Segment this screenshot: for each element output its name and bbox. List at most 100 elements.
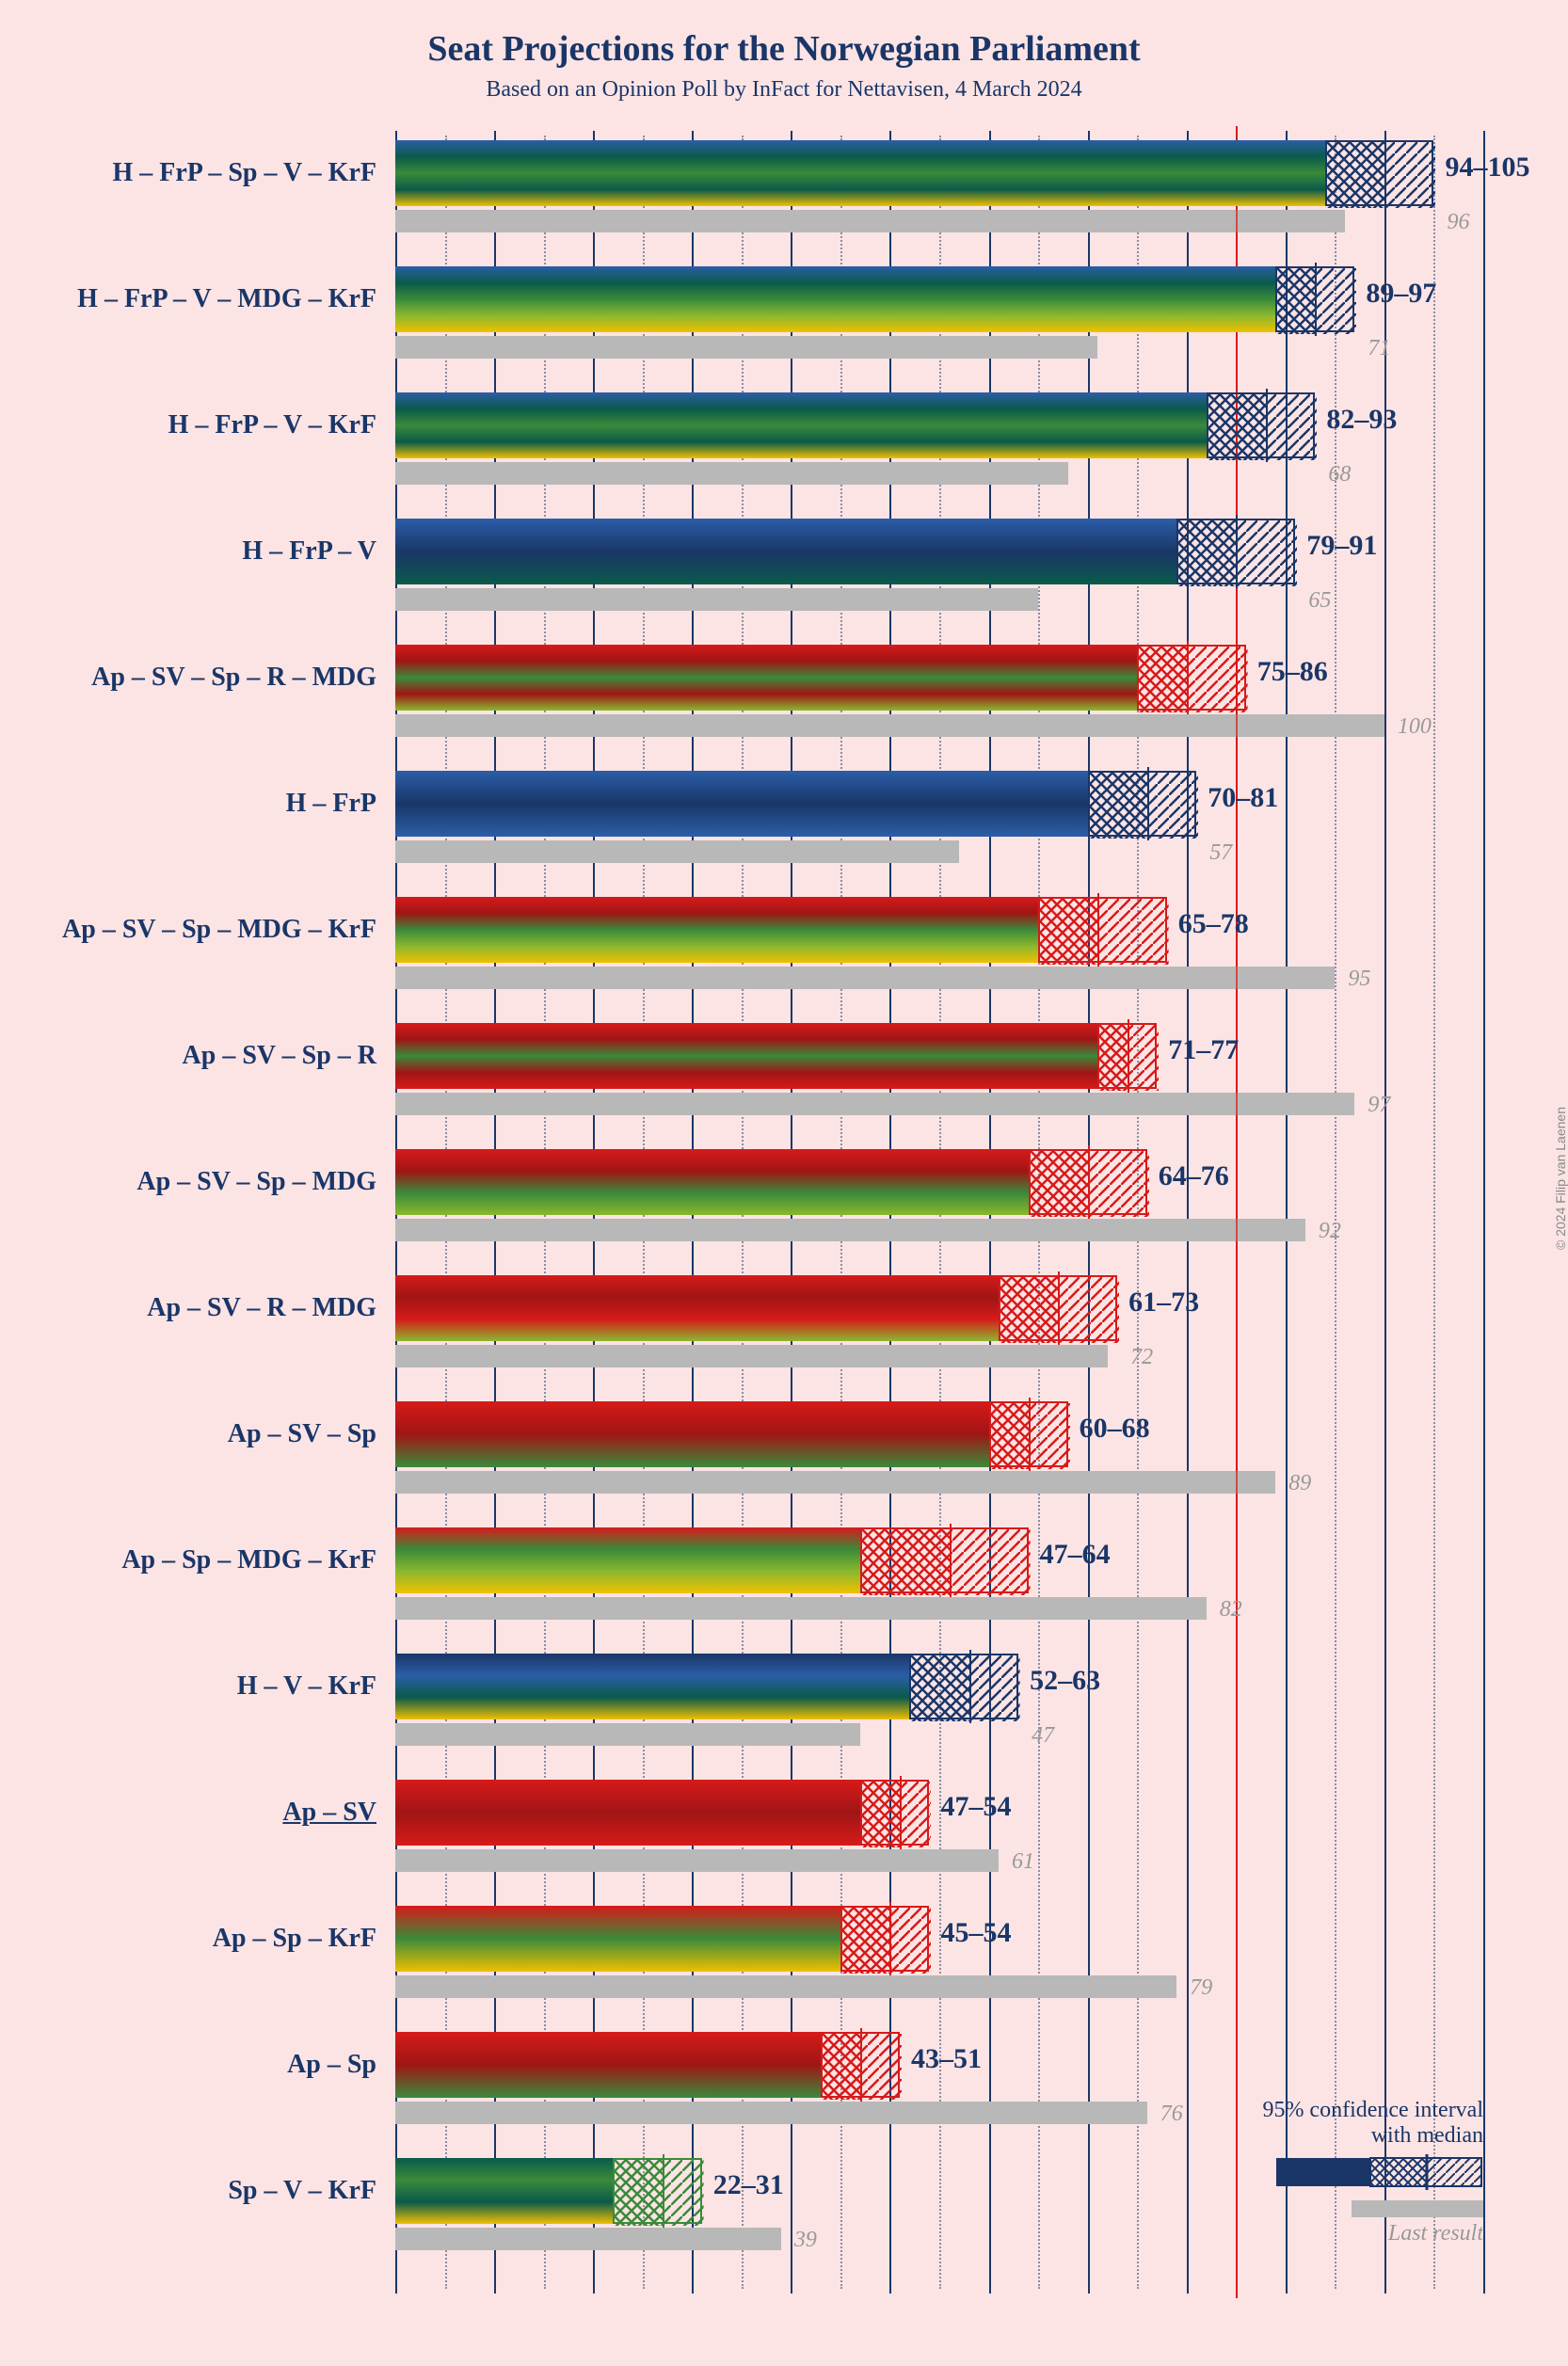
coalition-label: H – FrP – V: [242, 519, 376, 584]
coalition-label: H – FrP – V – KrF: [168, 392, 376, 458]
last-result-bar: [395, 462, 1068, 485]
confidence-interval: [1325, 140, 1434, 206]
last-result-bar: [395, 1723, 860, 1746]
coalition-row: H – FrP – V79–9165: [395, 519, 1483, 622]
last-result-bar: [395, 588, 1038, 611]
projection-bar: [395, 1149, 1029, 1215]
projection-bar: [395, 2032, 821, 2098]
median-tick: [1128, 1019, 1129, 1093]
last-result-value: 95: [1348, 967, 1370, 992]
coalition-row: Ap – SV – Sp – MDG64–7692: [395, 1149, 1483, 1253]
last-majority-tick: [1236, 1089, 1238, 1119]
last-result-bar: [395, 1345, 1108, 1367]
chart-area: H – FrP – Sp – V – KrF94–10596H – FrP – …: [395, 140, 1483, 2284]
last-majority-tick: [1236, 711, 1238, 741]
last-result-value: 71: [1368, 336, 1390, 361]
coalition-label: H – FrP – V – MDG – KrF: [77, 266, 376, 332]
last-result-bar: [395, 336, 1097, 359]
coalition-row: Ap – SV – Sp60–6889: [395, 1401, 1483, 1505]
confidence-interval: [1038, 897, 1167, 963]
confidence-interval: [860, 1527, 1029, 1593]
confidence-interval: [613, 2158, 702, 2224]
coalition-row: Ap – SV47–5461: [395, 1780, 1483, 1883]
seat-range: 75–86: [1257, 656, 1328, 688]
last-majority-tick: [1236, 963, 1238, 993]
median-tick: [900, 1776, 902, 1849]
seat-range: 64–76: [1159, 1160, 1229, 1192]
median-tick: [1236, 515, 1238, 588]
chart-container: Seat Projections for the Norwegian Parli…: [0, 0, 1568, 2341]
projection-bar: [395, 1527, 860, 1593]
median-tick: [663, 2154, 664, 2228]
coalition-row: H – FrP – V – KrF82–9368: [395, 392, 1483, 496]
seat-range: 94–105: [1445, 152, 1529, 184]
coalition-label: Sp – V – KrF: [228, 2158, 376, 2224]
confidence-interval: [1137, 645, 1246, 711]
projection-bar: [395, 2158, 613, 2224]
copyright-text: © 2024 Filip van Laenen: [1553, 1107, 1568, 1250]
coalition-row: Ap – SV – R – MDG61–7372: [395, 1275, 1483, 1379]
last-result-bar: [395, 1975, 1176, 1998]
projection-bar: [395, 140, 1325, 206]
projection-bar: [395, 392, 1207, 458]
last-result-value: 82: [1220, 1597, 1242, 1623]
median-tick: [1315, 263, 1317, 336]
coalition-label: Ap – SV: [282, 1780, 376, 1846]
projection-bar: [395, 897, 1038, 963]
seat-range: 65–78: [1178, 908, 1249, 940]
median-tick: [1384, 136, 1386, 210]
confidence-interval: [840, 1906, 930, 1972]
chart-legend: 95% confidence interval with median Last…: [1262, 2098, 1483, 2246]
last-result-value: 65: [1308, 588, 1331, 614]
projection-bar: [395, 1023, 1097, 1089]
median-tick: [1029, 1398, 1031, 1471]
last-result-bar: [395, 1093, 1354, 1115]
projection-bar: [395, 645, 1137, 711]
last-result-value: 47: [1032, 1723, 1054, 1749]
last-result-bar: [395, 210, 1345, 232]
median-tick: [950, 1524, 952, 1597]
last-result-bar: [395, 1219, 1305, 1241]
coalition-row: Ap – SV – Sp – R71–7797: [395, 1023, 1483, 1127]
seat-range: 60–68: [1080, 1413, 1150, 1445]
confidence-interval: [1207, 392, 1316, 458]
coalition-row: H – V – KrF52–6347: [395, 1654, 1483, 1757]
coalition-label: Ap – SV – Sp – R: [183, 1023, 376, 1089]
median-tick: [1266, 389, 1268, 462]
confidence-interval: [1088, 771, 1197, 837]
median-tick: [1058, 1271, 1060, 1345]
coalition-label: H – FrP: [286, 771, 376, 837]
median-tick: [1187, 641, 1189, 714]
last-result-value: 97: [1368, 1093, 1390, 1118]
legend-last-label: Last result: [1262, 2221, 1483, 2246]
last-result-bar: [395, 2228, 781, 2250]
coalition-row: Ap – SV – Sp – MDG – KrF65–7895: [395, 897, 1483, 1000]
projection-bar: [395, 1654, 909, 1719]
coalition-label: Ap – Sp – KrF: [213, 1906, 376, 1972]
median-tick: [1088, 1145, 1090, 1219]
seat-range: 47–64: [1040, 1539, 1111, 1571]
last-result-value: 68: [1328, 462, 1351, 488]
confidence-interval: [909, 1654, 1018, 1719]
last-majority-tick: [1236, 1215, 1238, 1245]
last-result-value: 96: [1447, 210, 1469, 235]
seat-range: 89–97: [1366, 278, 1436, 310]
last-result-value: 39: [794, 2228, 817, 2253]
projection-bar: [395, 1780, 860, 1846]
last-result-value: 89: [1288, 1471, 1311, 1496]
coalition-row: Ap – SV – Sp – R – MDG75–86100: [395, 645, 1483, 748]
projection-bar: [395, 1275, 999, 1341]
last-result-value: 79: [1190, 1975, 1212, 2001]
seat-range: 43–51: [911, 2043, 982, 2075]
coalition-label: H – FrP – Sp – V – KrF: [112, 140, 376, 206]
seat-range: 52–63: [1030, 1665, 1100, 1697]
seat-range: 82–93: [1326, 404, 1397, 436]
projection-bar: [395, 266, 1275, 332]
seat-range: 61–73: [1128, 1287, 1199, 1319]
gridline-major: [1483, 131, 1485, 2294]
coalition-label: Ap – Sp: [287, 2032, 376, 2098]
median-tick: [860, 2028, 862, 2102]
last-result-value: 92: [1319, 1219, 1341, 1244]
legend-last-swatch: [1352, 2200, 1483, 2217]
legend-ci-line1: 95% confidence interval: [1262, 2098, 1483, 2123]
